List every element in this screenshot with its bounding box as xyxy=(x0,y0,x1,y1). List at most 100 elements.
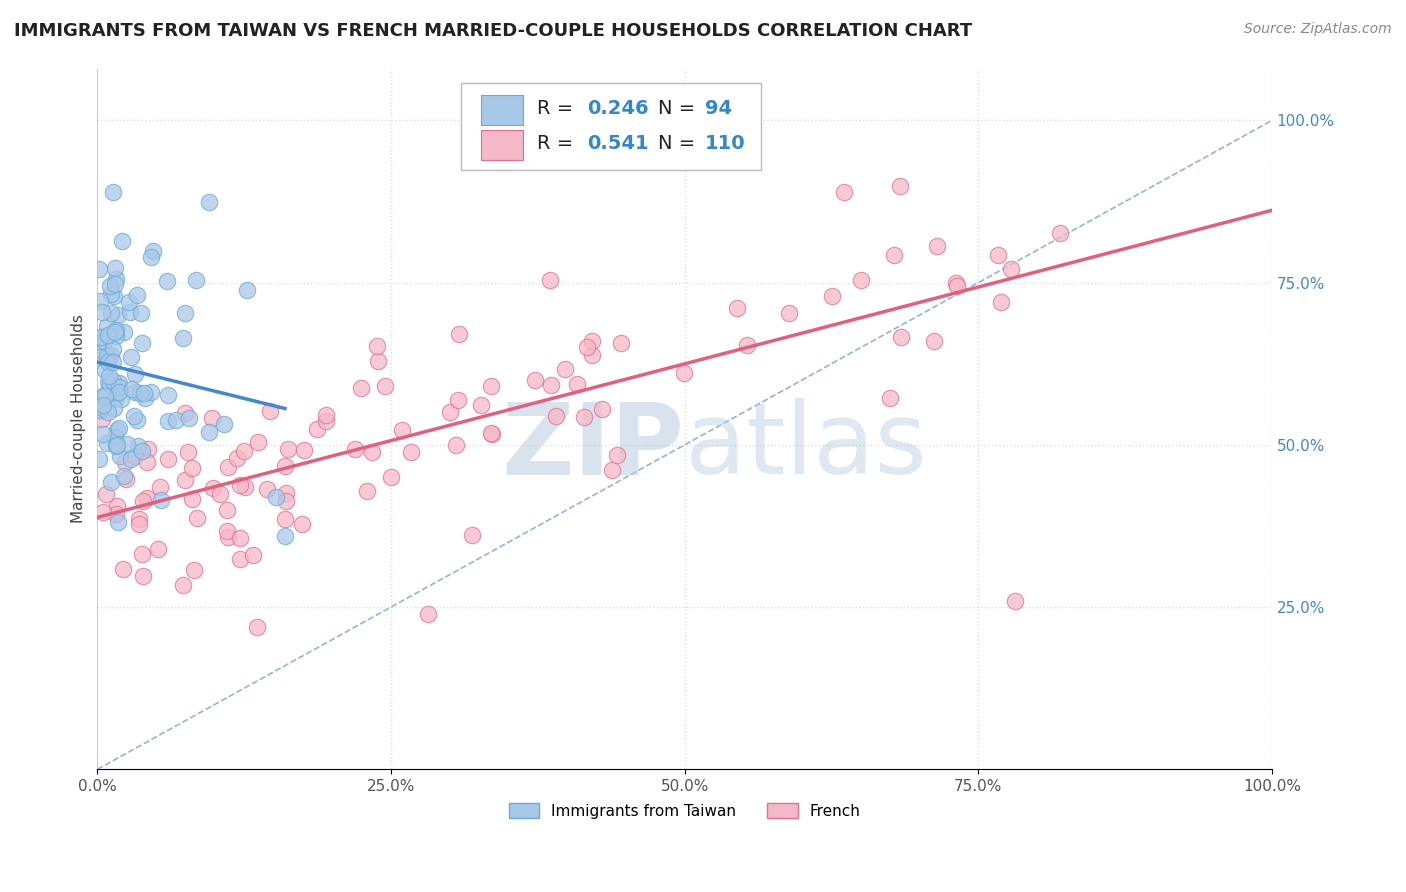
Point xyxy=(990,294,1012,309)
Point xyxy=(132,386,155,401)
Point xyxy=(575,341,598,355)
Point xyxy=(821,288,844,302)
Point xyxy=(367,353,389,368)
Point xyxy=(105,439,128,453)
Point xyxy=(100,287,122,301)
Point xyxy=(91,426,114,441)
Point xyxy=(197,425,219,439)
Point xyxy=(174,305,197,319)
Point xyxy=(233,480,256,494)
Point xyxy=(97,375,120,389)
Point xyxy=(89,403,111,417)
Point xyxy=(97,355,120,369)
Point xyxy=(215,524,238,539)
Point xyxy=(121,382,143,396)
Point xyxy=(96,318,118,333)
Point xyxy=(94,487,117,501)
Point xyxy=(274,486,297,500)
Point xyxy=(90,305,112,319)
Point xyxy=(156,414,179,428)
Point xyxy=(136,491,159,506)
Point xyxy=(129,306,152,320)
Point xyxy=(172,578,194,592)
Point xyxy=(889,178,911,193)
Point xyxy=(120,451,142,466)
Point xyxy=(100,306,122,320)
Text: 0.246: 0.246 xyxy=(588,99,648,118)
Point xyxy=(277,442,299,456)
Point xyxy=(165,413,187,427)
Point xyxy=(233,444,256,458)
Point xyxy=(209,487,232,501)
Point xyxy=(305,422,328,436)
Point xyxy=(142,244,165,258)
Point xyxy=(101,355,124,369)
Point xyxy=(136,442,159,456)
Point xyxy=(115,437,138,451)
Point xyxy=(125,413,148,427)
Point xyxy=(105,508,128,522)
Point xyxy=(89,293,111,308)
Point xyxy=(374,379,396,393)
Point xyxy=(290,517,312,532)
Point xyxy=(927,239,949,253)
Point xyxy=(156,274,179,288)
Point xyxy=(107,515,129,529)
Point xyxy=(391,423,413,437)
Point xyxy=(198,195,221,210)
Point xyxy=(554,361,576,376)
Point xyxy=(127,439,149,453)
Point xyxy=(91,412,114,426)
Point xyxy=(131,547,153,561)
Point xyxy=(156,452,179,467)
Point xyxy=(139,384,162,399)
Point xyxy=(673,367,696,381)
Point xyxy=(105,424,128,438)
Text: ZIP: ZIP xyxy=(502,399,685,495)
Point xyxy=(100,348,122,362)
Point xyxy=(229,478,252,492)
Bar xyxy=(481,95,523,125)
Point xyxy=(591,401,613,416)
Point xyxy=(103,374,125,388)
Point xyxy=(93,334,115,348)
Point xyxy=(1004,593,1026,607)
Point xyxy=(849,273,872,287)
Point xyxy=(132,493,155,508)
Point xyxy=(183,563,205,577)
Point xyxy=(87,262,110,277)
Text: 94: 94 xyxy=(704,99,731,118)
Point xyxy=(90,330,112,344)
Point xyxy=(572,410,595,425)
Point xyxy=(201,410,224,425)
Point xyxy=(87,451,110,466)
Point xyxy=(832,186,855,200)
Point xyxy=(131,444,153,458)
Point xyxy=(565,377,588,392)
Point xyxy=(129,386,152,401)
Point xyxy=(581,334,603,348)
Point xyxy=(924,334,946,348)
Y-axis label: Married-couple Households: Married-couple Households xyxy=(72,315,86,524)
Point xyxy=(128,517,150,532)
Point xyxy=(118,305,141,319)
Point xyxy=(292,442,315,457)
Point xyxy=(228,531,250,545)
Point xyxy=(581,348,603,362)
Point xyxy=(259,403,281,417)
Point xyxy=(274,529,297,543)
Point xyxy=(416,607,439,621)
Point xyxy=(945,276,967,290)
Text: 110: 110 xyxy=(704,134,745,153)
Point xyxy=(124,450,146,464)
Point xyxy=(202,481,225,495)
Point xyxy=(180,491,202,506)
Point xyxy=(546,409,568,424)
Text: N =: N = xyxy=(658,134,702,153)
Point xyxy=(236,283,259,297)
Point xyxy=(1049,226,1071,240)
Point xyxy=(444,438,467,452)
Point xyxy=(228,552,250,566)
Point xyxy=(136,455,159,469)
Point xyxy=(274,512,297,526)
